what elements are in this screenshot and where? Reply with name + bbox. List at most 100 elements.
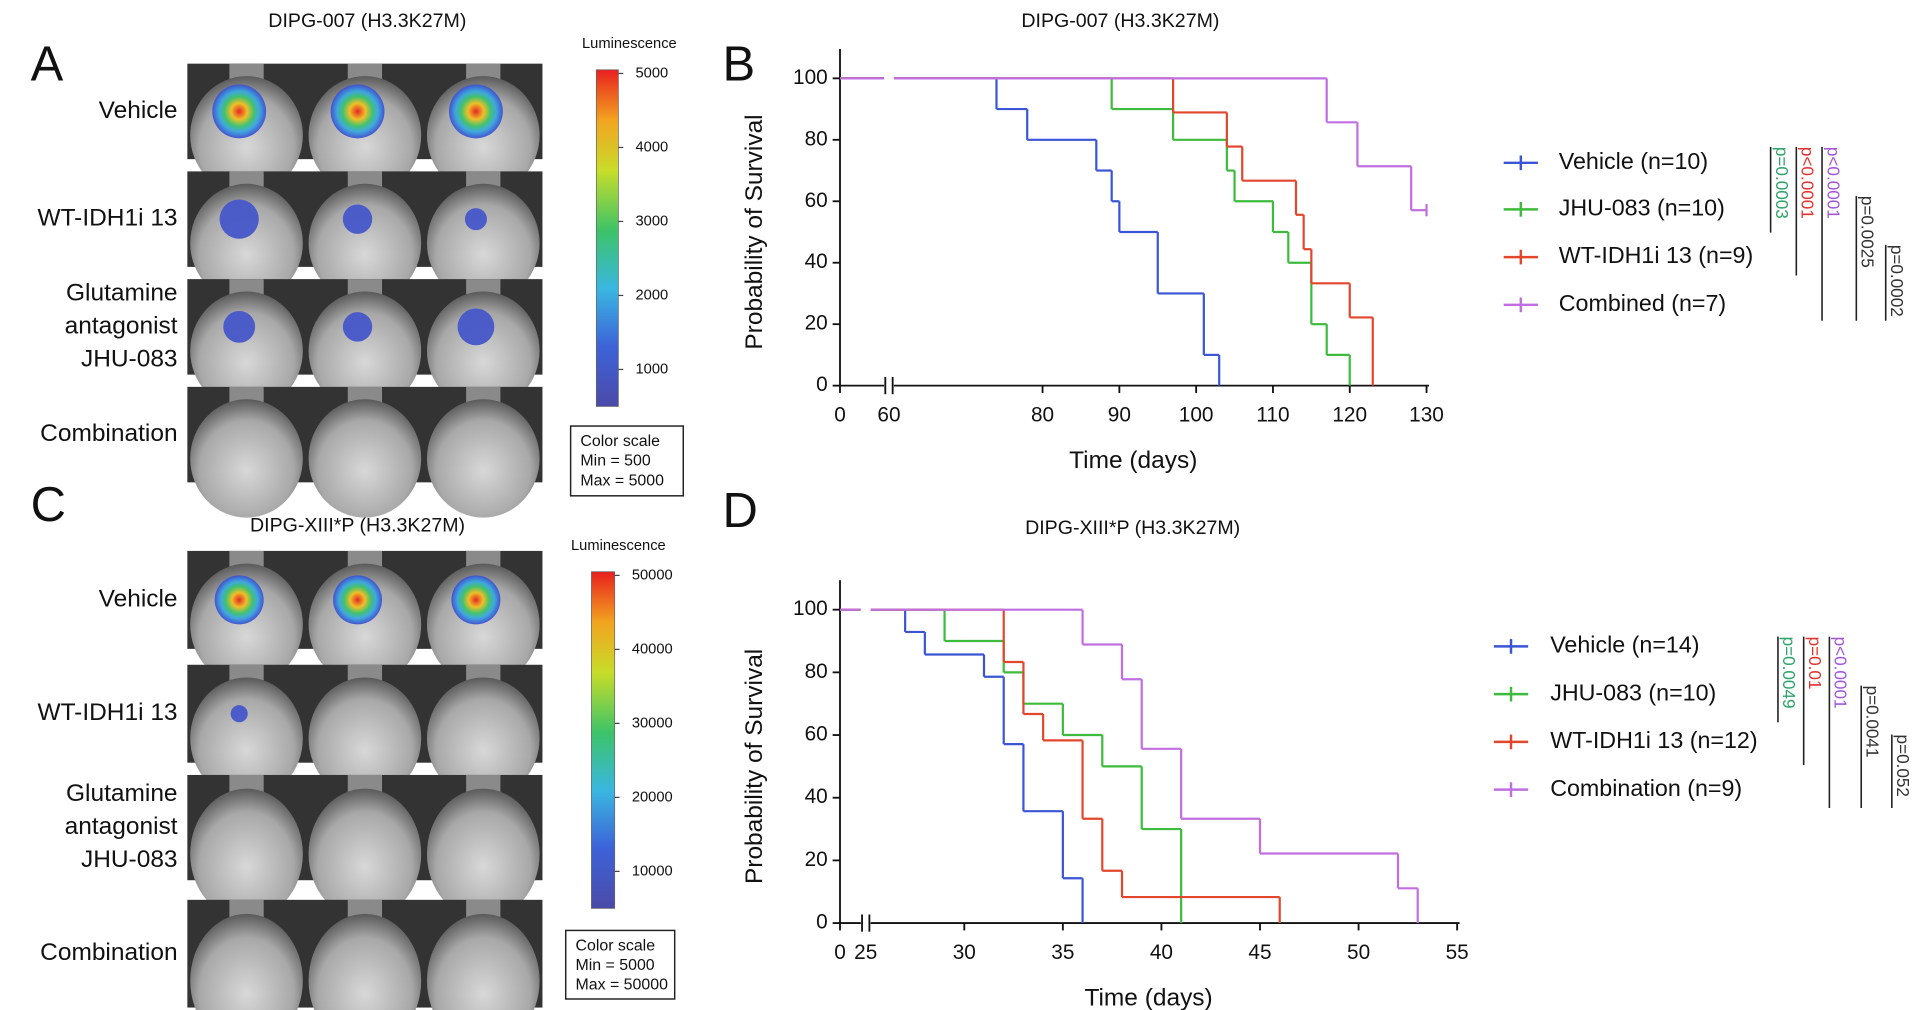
- panel-title: DIPG-XIII*P (H3.3K27M): [250, 515, 465, 537]
- y-tick-label: 40: [805, 785, 828, 808]
- nose-cone: [229, 899, 264, 920]
- p-value: p=0.0049: [1779, 637, 1799, 709]
- nose-cone: [466, 171, 501, 189]
- y-tick-label: 0: [816, 911, 828, 934]
- mouse-head: [308, 291, 422, 410]
- p-value: p=0.0041: [1862, 686, 1882, 758]
- nose-cone: [466, 774, 501, 794]
- mouse-head: [426, 291, 540, 410]
- axis-break-gap: [884, 74, 894, 83]
- x-tick-label: 0: [834, 404, 846, 427]
- colorbar-tick-label: 30000: [632, 715, 673, 731]
- nose-cone: [466, 664, 501, 683]
- x-axis-label: Time (days): [1084, 984, 1212, 1010]
- row-label: antagonist: [65, 312, 178, 339]
- x-tick-label: 45: [1248, 941, 1271, 964]
- y-axis-label: Probability of Survival: [741, 649, 768, 884]
- axis-break-gap: [884, 378, 894, 393]
- mouse-head: [426, 913, 540, 1010]
- p-value: p<0.0001: [1823, 147, 1843, 219]
- panel-letter: B: [722, 37, 755, 91]
- signal-blob: [464, 208, 487, 231]
- nose-cone: [347, 386, 383, 405]
- mouse-head: [308, 677, 422, 799]
- mouse-head: [426, 399, 540, 518]
- scale-box: [569, 425, 684, 497]
- scale-box-text: Max = 50000: [576, 977, 669, 994]
- panel-letter: C: [31, 478, 66, 532]
- nose-cone: [347, 774, 383, 794]
- x-tick-label: 120: [1332, 404, 1367, 427]
- p-value: p=0.052: [1893, 735, 1913, 797]
- row-label: Glutamine: [66, 279, 178, 306]
- x-tick-label: 55: [1446, 941, 1469, 964]
- scale-box-text: Color scale: [576, 938, 656, 955]
- row-label: JHU-083: [81, 345, 178, 372]
- colorbar-tick-label: 10000: [632, 863, 673, 879]
- nose-cone: [229, 63, 264, 81]
- p-value: p=0.0025: [1858, 196, 1878, 268]
- colorbar-tick-label: 40000: [632, 641, 673, 657]
- scale-box: [564, 929, 676, 1000]
- x-tick-label: 90: [1108, 404, 1131, 427]
- mouse-head: [190, 183, 303, 303]
- nose-cone: [466, 550, 501, 569]
- signal-blob: [448, 84, 503, 139]
- row-label: Vehicle: [99, 585, 178, 612]
- mouse-head: [426, 677, 540, 799]
- x-tick-label: 60: [877, 404, 900, 427]
- nose-cone: [347, 63, 383, 81]
- colorbar-tick-label: 2000: [636, 287, 669, 303]
- y-tick-label: 20: [805, 312, 828, 335]
- y-tick-label: 20: [805, 848, 828, 871]
- row-label: Combination: [40, 420, 177, 447]
- y-tick-label: 80: [805, 660, 828, 683]
- x-tick-label: 30: [953, 941, 976, 964]
- legend-label: JHU-083 (n=10): [1550, 679, 1716, 705]
- panel-letter: A: [31, 37, 64, 91]
- p-value: p=0.01: [1805, 637, 1825, 690]
- signal-blob: [230, 705, 248, 723]
- row-label: WT-IDH1i 13: [37, 205, 177, 232]
- y-tick-label: 0: [816, 373, 828, 396]
- colorbar-title: Luminescence: [571, 538, 666, 554]
- y-tick-label: 100: [793, 597, 828, 620]
- x-axis-label: Time (days): [1069, 447, 1197, 474]
- chart-title: DIPG-XIII*P (H3.3K27M): [1025, 517, 1240, 539]
- row-label: antagonist: [65, 813, 178, 840]
- x-tick-label: 100: [1179, 404, 1214, 427]
- x-tick-label: 50: [1347, 941, 1370, 964]
- y-tick-label: 100: [793, 66, 828, 89]
- mouse-head: [190, 677, 303, 799]
- signal-blob: [330, 84, 385, 139]
- mouse-head: [190, 788, 303, 920]
- x-tick-label: 80: [1031, 404, 1054, 427]
- chart-title: DIPG-007 (H3.3K27M): [1021, 10, 1219, 32]
- axis-break-gap: [860, 606, 871, 614]
- colorbar-tick-label: 4000: [636, 139, 669, 155]
- scale-box-text: Max = 5000: [580, 472, 664, 489]
- nose-cone: [347, 279, 383, 297]
- p-value: p=0.0002: [1887, 245, 1907, 317]
- signal-blob: [342, 204, 373, 234]
- y-tick-label: 60: [805, 189, 828, 212]
- mouse-head: [308, 399, 422, 518]
- mouse-head: [190, 399, 303, 518]
- signal-blob: [451, 575, 501, 625]
- nose-cone: [229, 386, 264, 405]
- x-tick-label: 110: [1256, 404, 1289, 427]
- nose-cone: [466, 386, 501, 405]
- p-value: p<0.0001: [1831, 637, 1851, 709]
- y-tick-label: 60: [805, 723, 828, 746]
- row-label: Glutamine: [66, 780, 178, 807]
- p-value: p=0.0003: [1772, 147, 1792, 219]
- nose-cone: [347, 899, 383, 920]
- mouse-head: [190, 291, 303, 410]
- mouse-head: [308, 913, 422, 1010]
- signal-blob: [212, 84, 267, 139]
- x-tick-label: 40: [1150, 941, 1173, 964]
- colorbar-tick-label: 20000: [632, 789, 673, 805]
- row-label: Vehicle: [99, 97, 178, 124]
